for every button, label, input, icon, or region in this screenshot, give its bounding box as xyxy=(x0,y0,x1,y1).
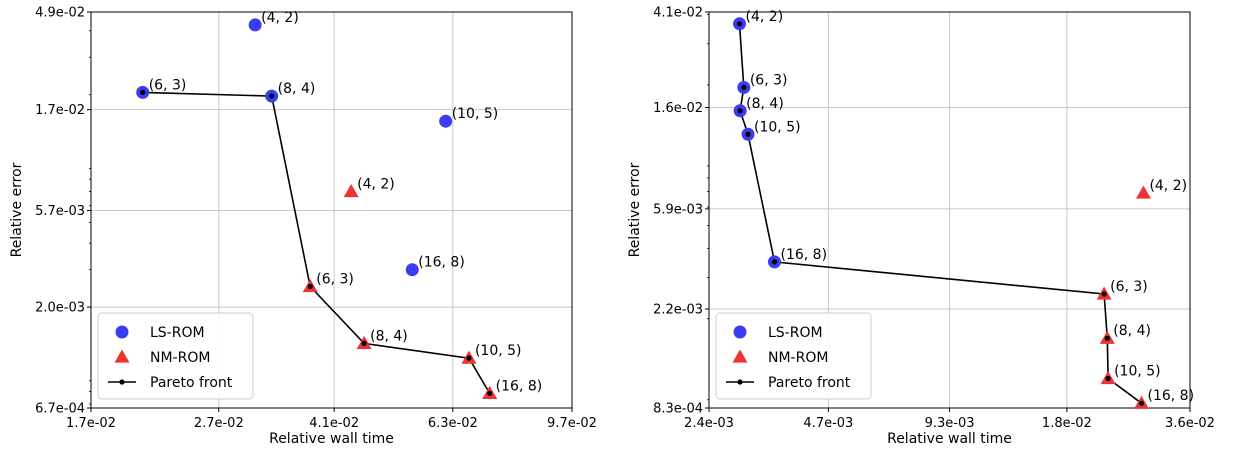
pareto-point xyxy=(307,283,313,290)
point-annotation: (8, 4) xyxy=(278,81,316,97)
point-annotation: (10, 5) xyxy=(754,119,801,135)
x-tick-label: 3.6e-02 xyxy=(1165,416,1215,431)
ls-rom-point xyxy=(248,18,262,32)
legend-label: NM-ROM xyxy=(150,350,210,366)
y-tick-label: 6.7e-04 xyxy=(35,402,85,417)
x-axis-label: Relative wall time xyxy=(269,431,394,447)
point-annotation: (4, 2) xyxy=(357,177,395,193)
ls-rom-point xyxy=(405,263,419,277)
pareto-point xyxy=(1104,335,1110,341)
point-annotation: (16, 8) xyxy=(780,247,827,263)
x-tick-label: 1.7e-02 xyxy=(66,416,116,431)
pareto-point xyxy=(269,93,275,99)
point-annotation: (6, 3) xyxy=(750,72,788,88)
pareto-point xyxy=(745,131,751,137)
y-tick-label: 2.2e-03 xyxy=(653,303,703,318)
nm-rom-point xyxy=(343,184,359,198)
x-tick-label: 6.3e-02 xyxy=(428,416,478,431)
point-annotation: (6, 3) xyxy=(1110,279,1148,295)
pareto-point xyxy=(1101,291,1107,297)
pareto-point xyxy=(771,259,778,265)
y-tick-label: 1.7e-02 xyxy=(35,103,85,118)
pareto-point xyxy=(741,84,747,91)
point-annotation: (4, 2) xyxy=(746,9,784,25)
point-annotation: (16, 8) xyxy=(1148,388,1195,404)
y-axis-label: Relative error xyxy=(627,162,643,257)
y-tick-label: 5.9e-03 xyxy=(653,202,703,217)
x-tick-label: 4.7e-03 xyxy=(803,416,853,431)
pareto-point xyxy=(1138,400,1145,406)
y-axis-label: Relative error xyxy=(9,162,25,257)
point-annotation: (4, 2) xyxy=(1149,178,1187,194)
point-annotation: (10, 5) xyxy=(1114,363,1161,379)
point-annotation: (16, 8) xyxy=(418,255,465,271)
pareto-point xyxy=(1105,375,1111,382)
legend-marker-ls-rom xyxy=(115,325,129,339)
chart-2: 2.4e-03 4.7e-03 9.3e-03 1.8e-02 3.6e-02 8.3e-… xyxy=(627,6,1215,448)
pareto-point xyxy=(737,108,743,114)
point-annotation: (6, 3) xyxy=(316,272,354,288)
x-tick-label: 9.7e-02 xyxy=(547,416,597,431)
point-annotation: (6, 3) xyxy=(149,77,187,93)
point-annotation: (16, 8) xyxy=(496,378,543,394)
y-tick-label: 1.6e-02 xyxy=(653,101,703,116)
legend-box xyxy=(715,312,872,400)
y-tick-label: 8.3e-04 xyxy=(653,402,703,417)
pareto-front-line xyxy=(142,91,491,394)
pareto-point xyxy=(361,340,367,346)
point-annotation: (8, 4) xyxy=(370,328,408,344)
x-tick-label: 4.1e-02 xyxy=(309,416,359,431)
legend-box xyxy=(97,312,254,400)
nm-rom-point xyxy=(1135,185,1151,199)
legend-label: LS-ROM xyxy=(768,325,823,341)
y-tick-label: 2.0e-03 xyxy=(35,301,85,316)
y-tick-label: 4.1e-02 xyxy=(653,6,703,21)
point-annotation: (4, 2) xyxy=(261,10,299,26)
legend: LS-ROM NM-ROM Pareto front xyxy=(97,312,254,400)
legend-marker-nm-rom xyxy=(732,349,748,363)
pareto-point xyxy=(466,355,472,361)
chart-1: 1.7e-02 2.7e-02 4.1e-02 6.3e-02 9.7e-02 6.7e-… xyxy=(9,6,597,448)
x-tick-label: 2.4e-03 xyxy=(684,416,734,431)
pareto-point xyxy=(736,21,743,27)
ls-rom-point xyxy=(439,114,453,128)
legend-marker-ls-rom xyxy=(733,325,747,339)
point-annotation: (8, 4) xyxy=(1113,323,1151,339)
legend-marker-pareto-dot xyxy=(737,379,743,385)
legend-label: Pareto front xyxy=(150,375,233,391)
x-tick-label: 9.3e-03 xyxy=(925,416,975,431)
point-annotation: (10, 5) xyxy=(452,106,499,122)
point-annotation: (10, 5) xyxy=(475,343,522,359)
pareto-point xyxy=(140,89,146,95)
y-tick-label: 5.7e-03 xyxy=(35,204,85,219)
point-annotation: (8, 4) xyxy=(746,96,784,112)
y-tick-label: 4.9e-02 xyxy=(35,6,85,21)
legend-label: LS-ROM xyxy=(150,325,205,341)
plot-frame xyxy=(90,11,573,409)
x-tick-label: 1.8e-02 xyxy=(1042,416,1092,431)
legend-label: NM-ROM xyxy=(768,350,828,366)
x-axis-label: Relative wall time xyxy=(887,431,1012,447)
legend-label: Pareto front xyxy=(768,375,851,391)
legend: LS-ROM NM-ROM Pareto front xyxy=(715,312,872,400)
pareto-point xyxy=(487,390,493,396)
legend-marker-pareto-dot xyxy=(119,379,125,385)
plot-frame xyxy=(708,11,1191,409)
legend-marker-nm-rom xyxy=(114,349,130,363)
x-tick-label: 2.7e-02 xyxy=(194,416,244,431)
